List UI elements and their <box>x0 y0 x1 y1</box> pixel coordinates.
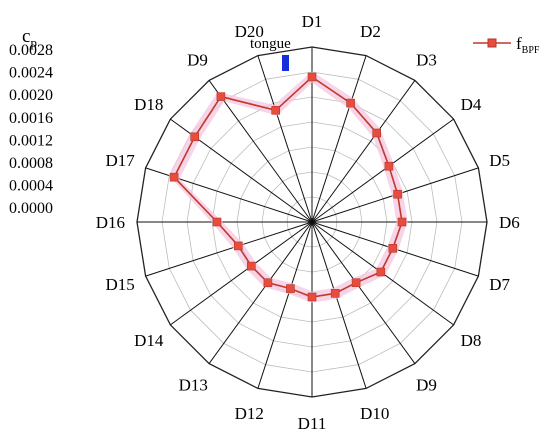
tick-label: 0.0008 <box>9 155 53 172</box>
axis-title: cp <box>22 26 37 50</box>
data-marker <box>397 217 407 227</box>
spoke <box>311 221 416 364</box>
tongue-marker <box>282 55 289 71</box>
category-label: D11 <box>298 414 327 433</box>
tick-label: 0.0000 <box>9 200 53 217</box>
data-marker <box>346 98 355 108</box>
data-marker <box>384 161 394 171</box>
category-label: D2 <box>360 22 381 41</box>
data-marker <box>286 284 295 293</box>
spoke <box>311 118 454 223</box>
category-label: D14 <box>134 331 164 350</box>
data-marker <box>263 278 273 288</box>
category-label: D13 <box>179 376 208 395</box>
category-label: D10 <box>360 404 389 423</box>
series-markers <box>169 72 407 302</box>
spoke <box>257 55 313 223</box>
tick-label: 0.0020 <box>9 87 53 104</box>
data-marker <box>247 261 256 271</box>
category-label: D15 <box>106 275 135 294</box>
legend-marker <box>487 38 497 48</box>
tick-label: 0.0016 <box>9 110 53 127</box>
category-label: D8 <box>461 331 482 350</box>
data-marker <box>212 217 222 227</box>
category-label: D9 <box>187 50 208 69</box>
category-label: D12 <box>235 404 264 423</box>
category-label: D17 <box>106 151 136 170</box>
category-label: D7 <box>489 275 510 294</box>
spoke <box>311 221 367 389</box>
data-marker <box>216 92 226 101</box>
spoke <box>170 221 313 326</box>
legend: fBPF <box>473 34 540 56</box>
spoke <box>311 55 367 223</box>
tick-label: 0.0024 <box>9 65 53 82</box>
spoke <box>257 221 313 389</box>
data-marker <box>351 278 361 288</box>
radial-tick-labels: 0.0028 0.0024 0.0020 0.0016 0.0012 0.0008 0.00… <box>9 42 53 217</box>
spoke <box>311 80 416 223</box>
data-marker <box>307 292 317 302</box>
data-marker <box>234 241 243 251</box>
category-label: D20 <box>235 22 264 41</box>
data-marker <box>372 128 382 138</box>
spoke <box>208 80 313 223</box>
category-label: D1 <box>302 12 323 31</box>
tick-label: 0.0028 <box>9 42 53 59</box>
spoke <box>145 221 313 277</box>
category-label: D16 <box>96 213 125 232</box>
tick-label: 0.0012 <box>9 132 53 149</box>
data-marker <box>330 288 340 298</box>
category-label: D3 <box>416 50 437 69</box>
data-marker <box>393 189 402 199</box>
data-marker <box>190 132 199 142</box>
data-marker <box>376 267 386 277</box>
tick-label: 0.0004 <box>9 178 53 195</box>
tongue-annotation-label: tongue <box>250 36 291 52</box>
category-labels: D1 D2 D3 D4 D5 D6 D7 D8 D9 D10 D11 D12 D13 D14 D15 D16 D… <box>96 12 520 433</box>
data-marker <box>388 244 398 253</box>
category-label: D5 <box>489 151 510 170</box>
category-label: D9 <box>416 376 437 395</box>
legend-label: fBPF <box>516 34 540 56</box>
category-label: D18 <box>134 95 163 114</box>
data-marker <box>271 106 281 115</box>
data-marker <box>169 172 179 182</box>
spoke <box>208 221 313 364</box>
category-label: D4 <box>461 95 482 114</box>
data-marker <box>307 72 317 82</box>
category-label: D6 <box>499 213 520 232</box>
